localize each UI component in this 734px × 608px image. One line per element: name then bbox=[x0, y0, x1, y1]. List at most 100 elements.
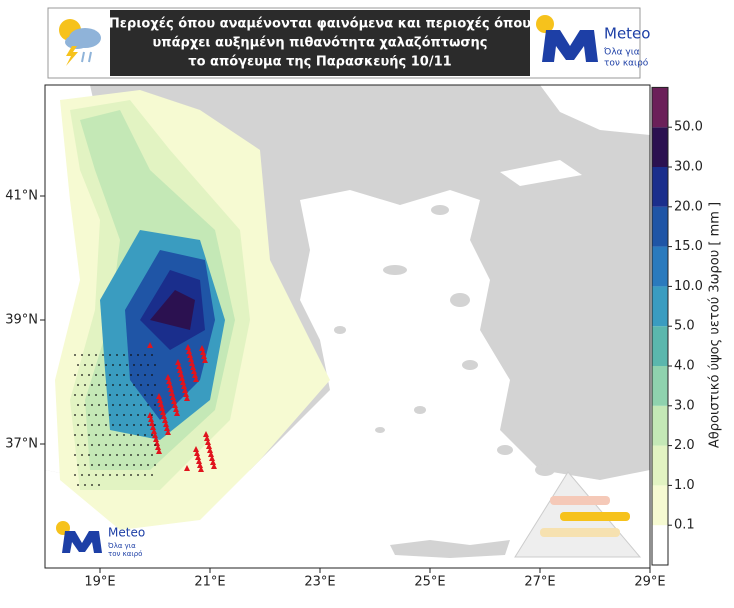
phenomena-dot bbox=[74, 394, 76, 396]
colorbar-tick-label: 10.0 bbox=[674, 279, 703, 294]
logo-slogan: Όλα για bbox=[107, 542, 136, 550]
phenomena-dot bbox=[154, 364, 156, 366]
phenomena-dot bbox=[123, 474, 125, 476]
phenomena-dot bbox=[147, 404, 149, 406]
phenomena-dot bbox=[98, 464, 100, 466]
hail-triangle bbox=[176, 363, 182, 369]
hail-triangle bbox=[156, 448, 162, 454]
y-tick-label: 37°N bbox=[5, 437, 38, 452]
phenomena-dot bbox=[126, 364, 128, 366]
hail-triangle bbox=[162, 417, 168, 423]
phenomena-dot bbox=[151, 474, 153, 476]
colorbar-tick-label: 20.0 bbox=[674, 199, 703, 214]
phenomena-dot bbox=[119, 384, 121, 386]
phenomena-dot bbox=[74, 434, 76, 436]
phenomena-dot bbox=[116, 434, 118, 436]
x-tick-label: 19°E bbox=[84, 575, 115, 590]
phenomena-dot bbox=[102, 374, 104, 376]
colorbar-label: Αθροιστικό ύψος υετού 3ωρου [ mm ] bbox=[708, 202, 723, 448]
hail-triangle bbox=[156, 393, 162, 399]
logo-name: Meteo bbox=[604, 25, 650, 43]
phenomena-dot bbox=[140, 364, 142, 366]
phenomena-dot bbox=[112, 404, 114, 406]
colorbar-bin bbox=[652, 87, 668, 128]
phenomena-dot bbox=[130, 414, 132, 416]
hail-triangle bbox=[160, 409, 166, 415]
colorbar-tick-label: 30.0 bbox=[674, 160, 703, 175]
phenomena-dot bbox=[154, 464, 156, 466]
phenomena-dot bbox=[98, 484, 100, 486]
phenomena-dot bbox=[109, 434, 111, 436]
island bbox=[390, 540, 510, 558]
hail-triangle bbox=[147, 412, 153, 418]
phenomena-dot bbox=[81, 354, 83, 356]
colorbar-bin bbox=[652, 326, 668, 366]
phenomena-dot bbox=[154, 404, 156, 406]
phenomena-dot bbox=[112, 364, 114, 366]
phenomena-dot bbox=[105, 404, 107, 406]
phenomena-dot bbox=[95, 454, 97, 456]
hail-triangle bbox=[194, 450, 200, 456]
phenomena-dot bbox=[151, 354, 153, 356]
phenomena-dot bbox=[140, 464, 142, 466]
phenomena-dot bbox=[126, 464, 128, 466]
hail-triangle bbox=[153, 436, 159, 442]
hail-triangle bbox=[201, 353, 207, 359]
phenomena-dot bbox=[119, 464, 121, 466]
phenomena-dot bbox=[102, 454, 104, 456]
x-tick-label: 23°E bbox=[304, 575, 335, 590]
phenomena-dot bbox=[105, 384, 107, 386]
phenomena-dot bbox=[91, 424, 93, 426]
logo-name: Meteo bbox=[108, 526, 145, 540]
phenomena-dot bbox=[102, 474, 104, 476]
phenomena-dot bbox=[88, 474, 90, 476]
phenomena-dot bbox=[144, 394, 146, 396]
phenomena-dot bbox=[105, 444, 107, 446]
hail-markers bbox=[74, 342, 217, 486]
hail-triangle bbox=[184, 465, 190, 471]
hail-triangle bbox=[187, 352, 193, 358]
x-tick-label: 25°E bbox=[414, 575, 445, 590]
phenomena-dot bbox=[77, 364, 79, 366]
phenomena-dot bbox=[102, 434, 104, 436]
hail-triangle bbox=[203, 431, 209, 437]
hail-triangle bbox=[155, 444, 161, 450]
phenomena-dot bbox=[77, 404, 79, 406]
hail-triangle bbox=[161, 413, 167, 419]
phenomena-dot bbox=[130, 454, 132, 456]
colorbar-tick-label: 0.1 bbox=[674, 518, 695, 533]
phenomena-dot bbox=[112, 424, 114, 426]
hail-triangle bbox=[150, 424, 156, 430]
hail-triangle bbox=[190, 364, 196, 370]
hail-triangle bbox=[182, 387, 188, 393]
hail-triangle bbox=[151, 428, 157, 434]
phenomena-dot bbox=[81, 454, 83, 456]
phenomena-dot bbox=[74, 414, 76, 416]
phenomena-dot bbox=[77, 444, 79, 446]
x-tick-label: 21°E bbox=[194, 575, 225, 590]
colorbar-tick-label: 3.0 bbox=[674, 398, 695, 413]
phenomena-dot bbox=[84, 444, 86, 446]
phenomena-dot bbox=[123, 394, 125, 396]
phenomena-dot bbox=[116, 454, 118, 456]
phenomena-dot bbox=[123, 434, 125, 436]
logo bbox=[536, 15, 598, 62]
phenomena-dot bbox=[91, 444, 93, 446]
phenomena-dot bbox=[133, 444, 135, 446]
phenomena-dot bbox=[130, 434, 132, 436]
phenomena-dot bbox=[95, 374, 97, 376]
phenomena-dot bbox=[91, 484, 93, 486]
phenomena-dot bbox=[95, 474, 97, 476]
colorbar-bin bbox=[652, 366, 668, 406]
phenomena-dot bbox=[140, 424, 142, 426]
colorbar-tick-label: 4.0 bbox=[674, 359, 695, 374]
phenomena-dot bbox=[137, 354, 139, 356]
phenomena-dot bbox=[140, 404, 142, 406]
phenomena-dot bbox=[84, 384, 86, 386]
phenomena-dot bbox=[144, 374, 146, 376]
phenomena-dot bbox=[102, 394, 104, 396]
phenomena-dot bbox=[126, 404, 128, 406]
phenomena-dot bbox=[119, 424, 121, 426]
